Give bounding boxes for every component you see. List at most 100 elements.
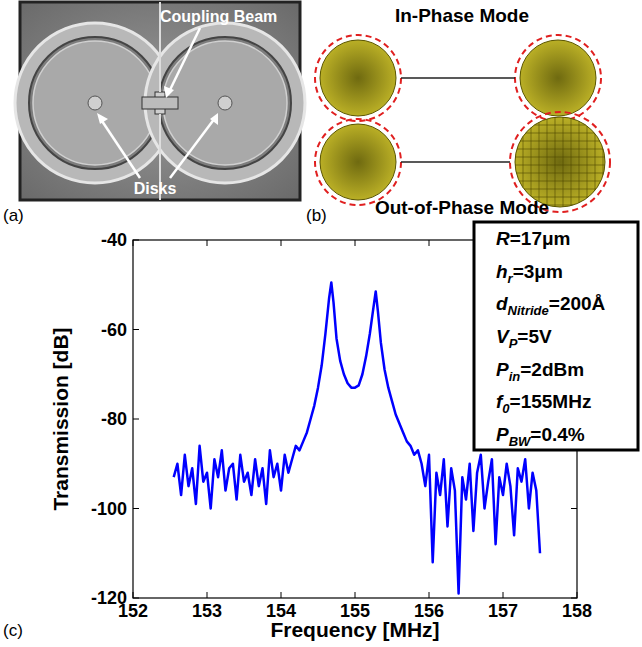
parameter: hr=3μm bbox=[496, 261, 563, 286]
parameter: R=17μm bbox=[496, 228, 570, 249]
panel-label: (c) bbox=[3, 621, 23, 640]
tick-label: -100 bbox=[91, 499, 127, 519]
mesh-line bbox=[595, 134, 596, 191]
symbol: h bbox=[496, 261, 508, 282]
mesh-line bbox=[555, 117, 556, 206]
mesh-line bbox=[523, 136, 524, 187]
arrowhead bbox=[97, 113, 108, 124]
arrow bbox=[168, 28, 200, 94]
mesh-disk bbox=[320, 40, 396, 116]
axis-title: Transmission [dB] bbox=[49, 327, 72, 510]
sem-label: Coupling Beam bbox=[160, 8, 277, 25]
tick-label: 157 bbox=[488, 601, 518, 621]
arrow bbox=[100, 118, 140, 178]
symbol: R bbox=[496, 228, 510, 249]
tick-label: -80 bbox=[101, 409, 127, 429]
tick-label: -40 bbox=[101, 230, 127, 250]
anchor bbox=[218, 96, 232, 110]
mesh-line bbox=[520, 141, 600, 142]
mesh-line bbox=[571, 118, 572, 205]
value: =5V bbox=[517, 326, 552, 347]
tick-label: -60 bbox=[101, 320, 127, 340]
tick bbox=[133, 329, 139, 330]
value: =3μm bbox=[513, 261, 563, 282]
sem-label: Disks bbox=[134, 180, 177, 197]
parameter: Pin=2dBm bbox=[496, 359, 584, 384]
mesh-line bbox=[531, 128, 532, 197]
value: =2dBm bbox=[520, 359, 584, 380]
coupler bbox=[401, 161, 510, 163]
parameter: f0=155MHz bbox=[496, 391, 591, 416]
mesh-line bbox=[526, 133, 595, 134]
tick bbox=[207, 240, 208, 246]
mesh-line bbox=[534, 125, 585, 126]
parameter-frame bbox=[474, 222, 638, 450]
mesh-line bbox=[587, 126, 588, 198]
anchor bbox=[88, 96, 102, 110]
coupler bbox=[401, 77, 515, 79]
value: =0.4% bbox=[530, 424, 585, 445]
tick bbox=[355, 592, 356, 598]
outline bbox=[515, 35, 601, 121]
tick bbox=[429, 240, 430, 246]
tick bbox=[503, 592, 504, 598]
tick bbox=[577, 592, 578, 598]
value: =17μm bbox=[510, 228, 571, 249]
mode-shapes: In-Phase Mode Out-of-Phase Mode bbox=[315, 5, 610, 218]
tick bbox=[281, 240, 282, 246]
mesh-line bbox=[579, 121, 580, 203]
value: =155MHz bbox=[510, 391, 592, 412]
arrowhead bbox=[164, 86, 174, 98]
arrowhead bbox=[210, 113, 218, 125]
mesh-line bbox=[547, 205, 574, 206]
coupling-beam bbox=[142, 97, 178, 109]
tick-label: 153 bbox=[192, 601, 222, 621]
subscript: in bbox=[509, 369, 521, 384]
tick-label: 152 bbox=[118, 601, 148, 621]
symbol: d bbox=[496, 293, 508, 314]
arrow bbox=[170, 118, 215, 178]
value: =200Å bbox=[549, 293, 606, 314]
mesh-line bbox=[517, 149, 603, 150]
subscript: P bbox=[509, 336, 518, 351]
mesh-disk bbox=[320, 124, 396, 200]
tick bbox=[133, 508, 139, 509]
subscript: Nitride bbox=[508, 303, 549, 318]
sem-image: Coupling Beam Disks bbox=[15, 2, 305, 200]
outline bbox=[315, 119, 401, 205]
symbol: P bbox=[496, 359, 509, 380]
outline bbox=[315, 35, 401, 121]
panel-label: (a) bbox=[3, 206, 24, 225]
parameter: dNitride=200Å bbox=[496, 293, 606, 318]
tick bbox=[355, 240, 356, 246]
mesh-line bbox=[539, 122, 540, 202]
tick bbox=[571, 598, 577, 599]
tick bbox=[133, 240, 134, 246]
disk bbox=[33, 41, 157, 165]
symbol: P bbox=[496, 424, 509, 445]
panel-label: (b) bbox=[306, 206, 327, 225]
mesh-line bbox=[524, 189, 596, 190]
tick bbox=[571, 508, 577, 509]
mode-title: Out-of-Phase Mode bbox=[375, 197, 549, 218]
mesh-line bbox=[515, 157, 604, 158]
parameter: PBW=0.4% bbox=[496, 424, 585, 449]
gap bbox=[159, 37, 291, 169]
tick bbox=[133, 419, 139, 420]
gap bbox=[29, 37, 161, 169]
tick bbox=[429, 592, 430, 598]
tick bbox=[133, 592, 134, 598]
mesh-disk bbox=[515, 117, 605, 207]
parameter-box: R=17μmhr=3μmdNitride=200ÅVP=5VPin=2dBmf0… bbox=[474, 222, 638, 450]
mesh-line bbox=[516, 173, 603, 174]
tick bbox=[207, 592, 208, 598]
mesh-line bbox=[519, 181, 601, 182]
tick bbox=[133, 598, 139, 599]
mode-title: In-Phase Mode bbox=[395, 5, 529, 26]
parameter: VP=5V bbox=[496, 326, 552, 351]
subscript: BW bbox=[509, 434, 532, 449]
mesh-disk bbox=[520, 40, 596, 116]
tick bbox=[133, 240, 139, 241]
axis-title: Frequency [MHz] bbox=[270, 618, 439, 641]
tick-label: 158 bbox=[562, 601, 592, 621]
